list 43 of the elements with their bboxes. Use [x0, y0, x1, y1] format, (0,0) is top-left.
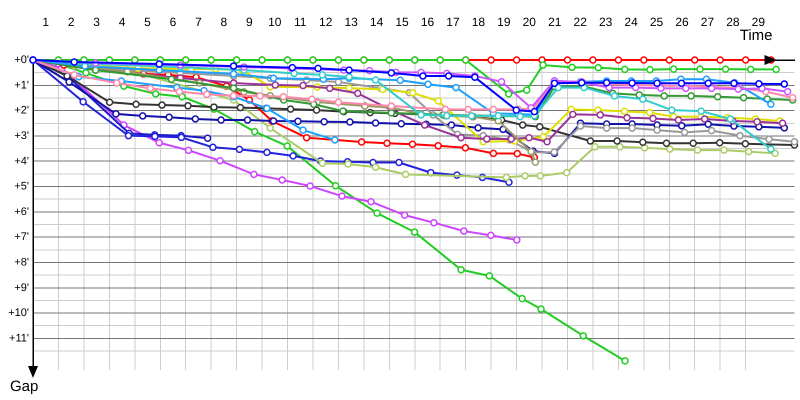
x-tick-label: 7 — [195, 15, 202, 30]
x-tick-label: 28 — [726, 15, 740, 30]
y-axis-title: Gap — [10, 378, 38, 396]
x-tick-label: 14 — [370, 15, 384, 30]
y-tick-label: +2' — [14, 104, 29, 117]
y-tick-label: +3' — [14, 130, 29, 142]
x-tick-label: 22 — [574, 15, 588, 30]
x-tick-label: 15 — [395, 15, 410, 30]
x-tick-label: 11 — [294, 15, 307, 30]
y-tick-label: +8' — [14, 256, 29, 268]
x-tick-label: 6 — [170, 15, 177, 30]
y-tick-label: +1' — [14, 79, 29, 92]
y-tick-label: +10' — [8, 307, 29, 320]
y-tick-label: +5' — [14, 180, 29, 193]
x-tick-label: 3 — [93, 15, 100, 30]
x-tick-label: 12 — [319, 15, 333, 30]
x-tick-label: 16 — [420, 15, 434, 30]
x-tick-label: 25 — [650, 15, 664, 30]
x-tick-label: 1 — [42, 15, 50, 30]
y-tick-label: +7' — [14, 231, 29, 244]
x-tick-label: 8 — [220, 15, 228, 30]
x-tick-label: 2 — [68, 15, 75, 30]
x-axis-title: Time — [740, 27, 772, 44]
y-tick-label: +6' — [14, 206, 29, 218]
y-tick-label: +0' — [14, 54, 29, 66]
x-tick-label: 10 — [268, 15, 282, 30]
y-tick-label: +4' — [14, 155, 29, 168]
x-tick-label: 18 — [472, 15, 486, 30]
x-tick-label: 9 — [246, 15, 253, 30]
x-tick-label: 26 — [675, 15, 689, 30]
x-tick-label: 5 — [144, 15, 152, 30]
x-tick-label: 27 — [700, 15, 714, 30]
x-tick-label: 29 — [752, 15, 766, 30]
y-tick-label: +9' — [14, 282, 29, 294]
x-tick-label: 20 — [522, 15, 536, 30]
x-tick-label: 24 — [624, 15, 638, 30]
x-tick-label: 13 — [344, 15, 358, 30]
x-tick-label: 23 — [598, 15, 613, 30]
x-tick-label: 4 — [118, 15, 126, 30]
x-tick-label: 17 — [446, 15, 460, 30]
y-tick-label: +11' — [9, 332, 29, 344]
x-tick-label: 21 — [548, 15, 562, 30]
x-tick-label: 19 — [497, 15, 511, 30]
